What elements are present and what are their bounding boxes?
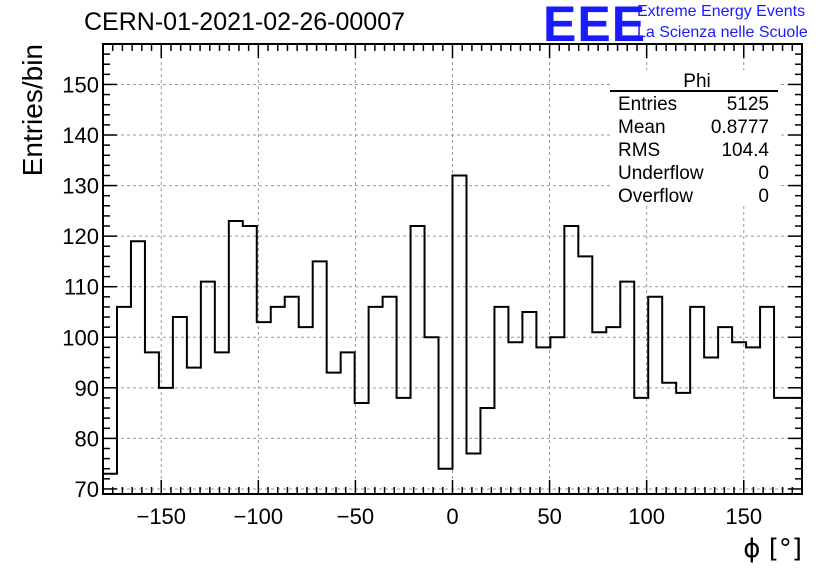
stats-box-title: Phi <box>683 71 710 92</box>
x-tick-label: −150 <box>136 504 186 529</box>
x-tick-label: −50 <box>337 504 374 529</box>
y-tick-labels: 70 80 90 100 110 120 130 140 150 <box>62 72 99 501</box>
y-tick-label: 110 <box>64 275 99 300</box>
chart-title: CERN-01-2021-02-26-00007 <box>84 8 406 36</box>
histogram-line <box>103 174 802 475</box>
x-tick-labels: −150 −100 −50 0 50 100 150 <box>136 504 762 529</box>
stats-label: Entries <box>618 94 677 115</box>
y-tick-label: 70 <box>75 477 99 502</box>
x-axis-label: ϕ [°] <box>743 534 802 564</box>
y-tick-label: 130 <box>62 174 99 199</box>
x-tick-label: 50 <box>537 504 561 529</box>
x-tick-label: −100 <box>234 504 284 529</box>
stats-label: RMS <box>618 140 660 161</box>
x-tick-label: 100 <box>628 504 665 529</box>
stats-value: 104.4 <box>721 140 769 161</box>
stats-value: 0 <box>758 186 769 207</box>
stats-value: 0 <box>758 163 769 184</box>
stats-value: 5125 <box>727 94 769 115</box>
stats-label: Mean <box>618 117 666 138</box>
stats-label: Underflow <box>618 163 704 184</box>
y-tick-label: 140 <box>62 123 99 148</box>
logo-line-2: La Scienza nelle Scuole <box>637 24 808 41</box>
y-tick-label: 100 <box>62 325 99 350</box>
y-tick-label: 90 <box>75 376 99 401</box>
y-tick-label: 150 <box>62 72 99 97</box>
x-tick-label: 150 <box>725 504 762 529</box>
stats-value: 0.8777 <box>711 117 769 138</box>
stats-box: Phi Entries 5125 Mean 0.8777 RMS 104.4 Underfl… <box>610 70 780 207</box>
logo-line-1: Extreme Energy Events <box>637 3 806 20</box>
y-axis-label: Entries/bin <box>17 44 48 176</box>
y-tick-label: 80 <box>75 426 99 451</box>
stats-label: Overflow <box>618 186 693 207</box>
eee-logo: EEE <box>543 0 647 52</box>
axis-ticks <box>103 44 802 494</box>
y-tick-label: 120 <box>62 224 99 249</box>
x-tick-label: 0 <box>446 504 458 529</box>
